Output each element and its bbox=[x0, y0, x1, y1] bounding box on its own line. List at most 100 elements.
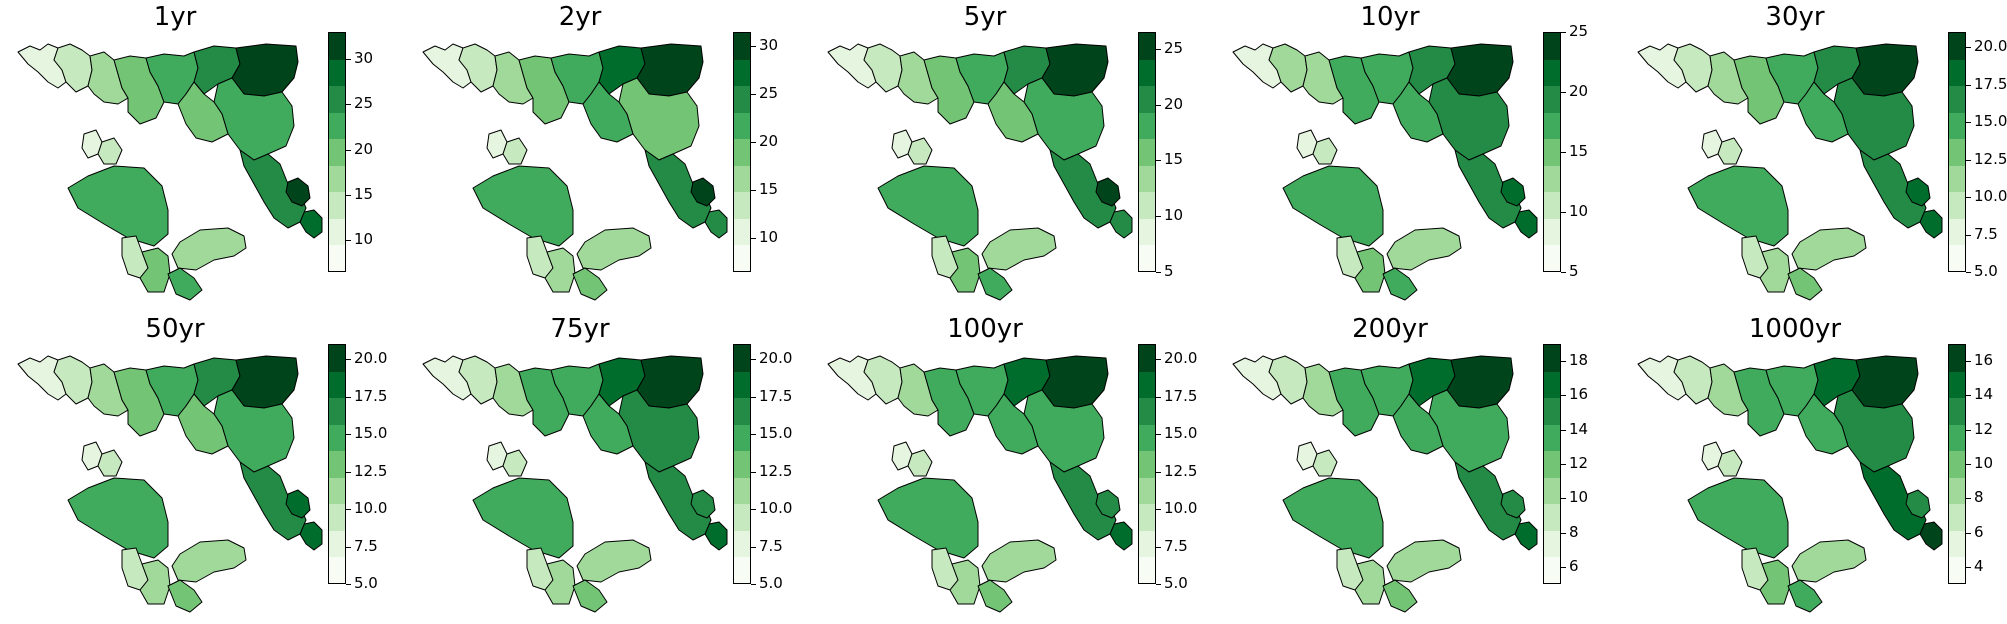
map-region bbox=[1386, 539, 1462, 583]
colorbar-band bbox=[1139, 450, 1155, 478]
colorbar-tick-label: 16 bbox=[1974, 351, 1994, 370]
colorbar-tick-label: 15.0 bbox=[1974, 112, 2007, 130]
map-region bbox=[1905, 177, 1931, 207]
colorbar-tick-mark bbox=[346, 104, 351, 106]
colorbar-band bbox=[1949, 397, 1965, 425]
colorbar-tick-mark bbox=[1156, 434, 1161, 435]
map-region bbox=[1454, 149, 1522, 229]
map-region bbox=[472, 165, 574, 247]
map-region bbox=[1717, 137, 1743, 165]
colorbar-band bbox=[1949, 371, 1965, 399]
map-region bbox=[1382, 579, 1418, 613]
map-panel: 30yr 5.0 7.5 10.0 12.5 15.0 17.5 20.0 bbox=[1620, 0, 2007, 301]
map-region bbox=[299, 209, 323, 239]
colorbar-tick-label: 12.5 bbox=[1974, 149, 2007, 168]
map-region bbox=[576, 539, 652, 583]
colorbar-band bbox=[1949, 424, 1965, 452]
colorbar bbox=[328, 32, 346, 272]
colorbar-tick-mark bbox=[751, 46, 756, 48]
colorbar-band bbox=[734, 424, 750, 452]
colorbar-band bbox=[1544, 165, 1560, 193]
map-region bbox=[907, 137, 933, 165]
colorbar-tick-mark bbox=[1966, 566, 1971, 568]
colorbar-band bbox=[1139, 530, 1155, 558]
map-region bbox=[239, 461, 307, 541]
map-region bbox=[704, 521, 728, 551]
colorbar-tick-label: 25 bbox=[354, 94, 374, 113]
colorbar-band bbox=[1139, 165, 1155, 193]
colorbar-tick-label: 14 bbox=[1974, 385, 1994, 404]
colorbar-tick-label: 16 bbox=[1569, 385, 1589, 404]
map-region bbox=[1302, 363, 1344, 417]
colorbar-tick-label: 7.5 bbox=[1974, 224, 1998, 243]
colorbar-band bbox=[1139, 138, 1155, 166]
map-region bbox=[582, 393, 634, 455]
colorbar-band bbox=[329, 371, 345, 399]
colorbar-tick-mark bbox=[1561, 361, 1566, 363]
colorbar-tick-mark bbox=[1156, 396, 1161, 398]
choropleth-map bbox=[1637, 355, 1943, 613]
colorbar-band bbox=[734, 450, 750, 478]
map-region bbox=[1382, 267, 1418, 301]
map-panel: 50yr 5.0 7.5 10.0 12.5 15.0 17.5 20.0 bbox=[0, 312, 400, 613]
colorbar-tick-mark bbox=[751, 142, 756, 144]
map-region bbox=[1446, 355, 1514, 409]
map-region bbox=[1687, 477, 1789, 559]
colorbar-tick-mark bbox=[1561, 566, 1566, 568]
colorbar-tick-mark bbox=[1156, 471, 1161, 473]
map-region bbox=[1514, 209, 1538, 239]
map-region bbox=[949, 247, 981, 293]
map-region bbox=[1312, 137, 1338, 165]
panel-title: 50yr bbox=[145, 314, 205, 344]
colorbar-band bbox=[734, 33, 750, 60]
panel-title: 100yr bbox=[947, 314, 1023, 344]
map-region bbox=[299, 521, 323, 551]
colorbar-tick-label: 10.0 bbox=[1974, 187, 2007, 205]
colorbar-band bbox=[1949, 503, 1965, 531]
colorbar-tick-mark bbox=[1561, 532, 1566, 534]
map-region bbox=[1707, 363, 1749, 417]
colorbar-band bbox=[734, 138, 750, 166]
colorbar-tick-label: 20.0 bbox=[759, 349, 793, 367]
colorbar-tick-mark bbox=[346, 509, 351, 510]
colorbar-tick-mark bbox=[1156, 48, 1161, 50]
colorbar-band bbox=[1139, 397, 1155, 425]
colorbar-tick-label: 10 bbox=[1974, 454, 1994, 472]
colorbar-tick-label: 10.0 bbox=[1164, 499, 1198, 517]
map-region bbox=[1859, 461, 1927, 541]
colorbar-tick-mark bbox=[1966, 532, 1971, 534]
colorbar-tick-mark bbox=[1966, 159, 1971, 161]
colorbar-tick-label: 10 bbox=[1164, 206, 1184, 225]
map-panel: 1000yr 4 6 8 10 12 14 16 bbox=[1620, 312, 2007, 613]
colorbar-band bbox=[329, 138, 345, 166]
colorbar-band bbox=[1949, 450, 1965, 478]
colorbar-tick-label: 5.0 bbox=[759, 574, 783, 592]
colorbar-tick-mark bbox=[1966, 464, 1971, 465]
map-region bbox=[644, 149, 712, 229]
colorbar-tick-label: 5.0 bbox=[1974, 262, 1998, 280]
colorbar-tick-mark bbox=[751, 359, 756, 360]
map-panel: 100yr 5.0 7.5 10.0 12.5 15.0 17.5 20.0 bbox=[810, 312, 1210, 613]
colorbar-band bbox=[1544, 503, 1560, 531]
colorbar-tick-mark bbox=[1561, 212, 1566, 213]
colorbar-tick-label: 12 bbox=[1569, 454, 1589, 472]
colorbar-band bbox=[329, 244, 345, 272]
colorbar-band bbox=[1949, 138, 1965, 166]
colorbar-tick-mark bbox=[1156, 104, 1161, 106]
map-region bbox=[1386, 227, 1462, 271]
colorbar-tick-label: 17.5 bbox=[1974, 74, 2007, 93]
colorbar-band bbox=[734, 371, 750, 399]
map-region bbox=[987, 393, 1039, 455]
colorbar-band bbox=[329, 424, 345, 452]
map-panel: 5yr 5 10 15 20 25 bbox=[810, 0, 1210, 301]
colorbar-band bbox=[1544, 450, 1560, 478]
map-region bbox=[1797, 393, 1849, 455]
colorbar-band bbox=[1949, 530, 1965, 558]
map-region bbox=[239, 149, 307, 229]
colorbar-tick-mark bbox=[751, 396, 756, 398]
map-region bbox=[704, 209, 728, 239]
colorbar-tick-mark bbox=[751, 584, 756, 585]
colorbar-tick-label: 15.0 bbox=[354, 424, 388, 442]
map-region bbox=[1312, 449, 1338, 477]
map-region bbox=[1109, 209, 1133, 239]
